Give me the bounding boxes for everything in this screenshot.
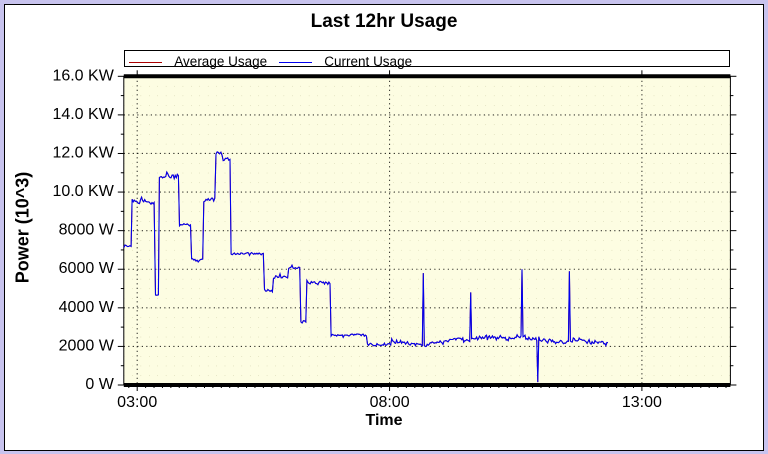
svg-text:4000 W: 4000 W (59, 299, 115, 316)
svg-text:08:00: 08:00 (370, 394, 410, 411)
svg-text:10.0 KW: 10.0 KW (52, 183, 114, 200)
svg-text:12.0 KW: 12.0 KW (52, 145, 114, 162)
svg-text:13:00: 13:00 (622, 394, 662, 411)
svg-text:14.0 KW: 14.0 KW (52, 106, 114, 123)
svg-text:2000 W: 2000 W (59, 337, 115, 354)
svg-text:6000 W: 6000 W (59, 260, 115, 277)
svg-text:16.0 KW: 16.0 KW (52, 67, 114, 84)
svg-text:8000 W: 8000 W (59, 222, 115, 239)
svg-text:0 W: 0 W (85, 376, 114, 393)
svg-text:03:00: 03:00 (117, 394, 157, 411)
